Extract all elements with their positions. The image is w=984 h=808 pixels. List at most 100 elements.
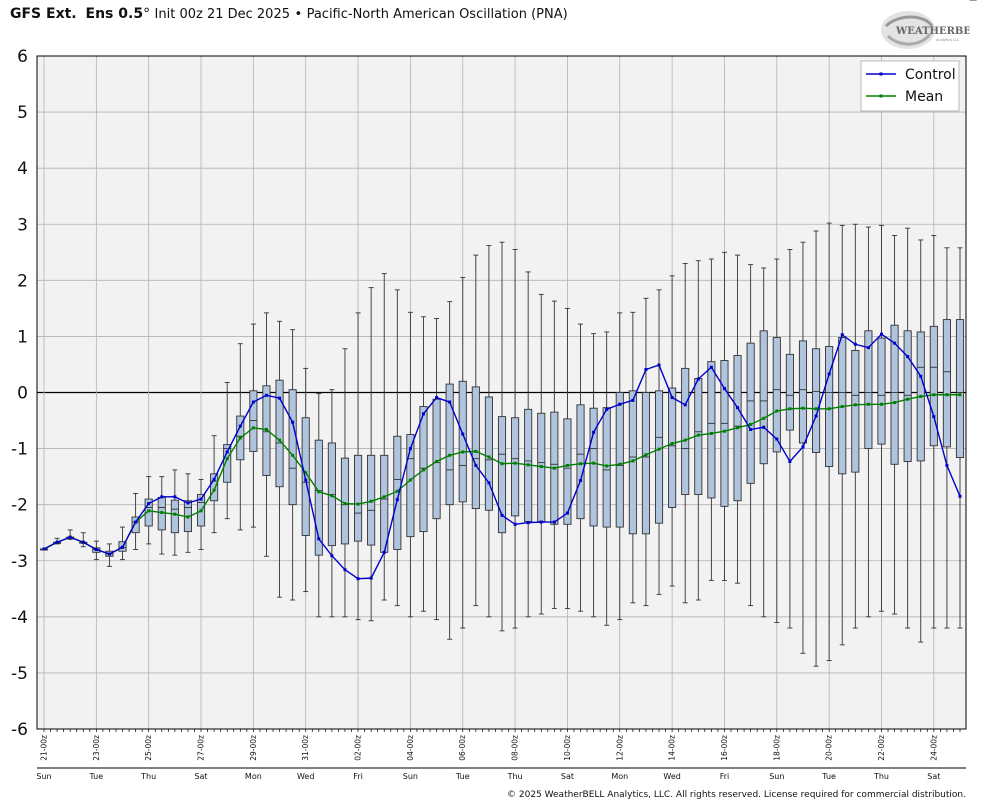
plot-frame xyxy=(36,55,967,730)
control-point xyxy=(893,341,897,345)
x-tick-label: 18-00z xyxy=(772,735,781,761)
x-tick-label: 20-00z xyxy=(825,735,834,761)
day-label: Wed xyxy=(297,772,314,781)
day-label: Thu xyxy=(507,772,523,781)
day-label: Tue xyxy=(455,772,470,781)
x-tick-label: 31-00z xyxy=(301,735,310,761)
control-point xyxy=(238,424,242,428)
mean-point xyxy=(565,463,569,467)
control-point xyxy=(945,463,949,467)
box xyxy=(785,353,794,431)
legend-control-label: Control xyxy=(905,67,956,83)
box xyxy=(759,330,768,465)
logo-subtext: Analytics LLC xyxy=(936,38,960,42)
legend-mean-marker xyxy=(879,94,883,98)
mean-point xyxy=(749,422,753,426)
box xyxy=(707,361,716,499)
control-point xyxy=(330,554,334,558)
control-point xyxy=(644,368,648,372)
control-point xyxy=(552,520,556,524)
control-point xyxy=(160,495,164,499)
control-point xyxy=(736,406,740,410)
control-point xyxy=(605,407,609,411)
mean-point xyxy=(853,403,857,407)
mean-point xyxy=(736,426,740,430)
legend: Control Mean xyxy=(860,60,960,112)
copyright-notice: © 2025 WeatherBELL Analytics, LLC. All r… xyxy=(507,790,966,800)
x-tick-label: 10-00z xyxy=(563,735,572,761)
control-point xyxy=(461,432,465,436)
mean-point xyxy=(435,459,439,463)
control-point xyxy=(866,346,870,350)
control-point xyxy=(304,478,308,482)
control-point xyxy=(775,437,779,441)
control-point xyxy=(958,494,962,498)
box xyxy=(746,342,755,484)
control-point xyxy=(513,522,517,526)
mean-point xyxy=(958,393,962,397)
control-point xyxy=(670,396,674,400)
control-point xyxy=(696,377,700,381)
control-point xyxy=(343,568,347,572)
box xyxy=(668,387,677,508)
box xyxy=(615,392,624,528)
y-tick-label: 0 xyxy=(17,384,28,404)
mean-point xyxy=(212,488,216,492)
control-point xyxy=(421,412,425,416)
mean-point xyxy=(369,499,373,503)
x-tick-label: 04-00z xyxy=(406,735,415,761)
box xyxy=(851,349,860,473)
mean-point xyxy=(605,464,609,468)
mean-point xyxy=(474,449,478,453)
mean-point xyxy=(147,509,151,513)
mean-point xyxy=(317,490,321,494)
mean-point xyxy=(866,402,870,406)
y-tick-label: -3 xyxy=(11,552,28,572)
control-point xyxy=(526,521,530,525)
mean-point xyxy=(814,407,818,411)
box xyxy=(301,417,310,536)
mean-point xyxy=(762,416,766,420)
control-point xyxy=(709,365,713,369)
day-label: Thu xyxy=(873,772,889,781)
box xyxy=(314,439,323,556)
control-point xyxy=(788,459,792,463)
x-tick-label: 14-00z xyxy=(668,735,677,761)
mean-point xyxy=(683,438,687,442)
control-point xyxy=(435,396,439,400)
x-tick-label: 22-00z xyxy=(877,735,886,761)
box xyxy=(340,457,350,545)
day-label: Sun xyxy=(769,772,784,781)
box xyxy=(903,330,912,462)
mean-point xyxy=(408,478,412,482)
x-tick-label: 23-00z xyxy=(92,735,101,761)
x-tick-label: 29-00z xyxy=(249,735,258,761)
mean-point xyxy=(879,402,883,406)
control-point xyxy=(801,445,805,449)
box xyxy=(772,337,781,453)
control-point xyxy=(147,502,151,506)
control-point xyxy=(251,400,255,404)
mean-point xyxy=(238,436,242,440)
box xyxy=(144,498,153,527)
day-label: Sun xyxy=(403,772,418,781)
control-point xyxy=(134,520,138,524)
box xyxy=(484,396,493,511)
legend-mean-label: Mean xyxy=(905,89,943,105)
box xyxy=(131,516,140,534)
box xyxy=(471,386,480,510)
chart-title: GFS Ext. Ens 0.5° Init 00z 21 Dec 2025 •… xyxy=(10,6,568,22)
index-name: Pacific-North American Oscillation (PNA) xyxy=(306,7,568,22)
control-point xyxy=(487,481,491,485)
mean-point xyxy=(225,457,229,461)
mean-point xyxy=(500,462,504,466)
box xyxy=(511,417,520,517)
control-point xyxy=(906,355,910,359)
x-tick-label: 25-00z xyxy=(144,735,153,761)
control-point xyxy=(814,414,818,418)
mean-point xyxy=(382,495,386,499)
control-point xyxy=(225,450,229,454)
mean-point xyxy=(893,401,897,405)
mean-point xyxy=(264,428,268,432)
day-label: Mon xyxy=(611,772,628,781)
